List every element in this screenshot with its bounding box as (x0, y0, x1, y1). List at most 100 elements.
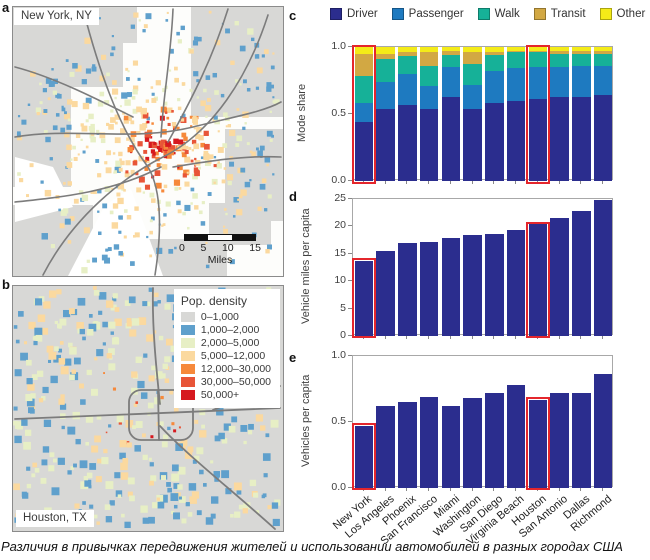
bar-segment-other (354, 47, 374, 54)
bar-san-antonio (550, 392, 569, 488)
x-tick-mark (558, 488, 560, 491)
bar-new-york (354, 260, 374, 336)
x-tick-mark (471, 336, 473, 339)
bar-phoenix (398, 243, 417, 336)
scalebar-unit: Miles (207, 254, 233, 266)
x-tick-mark (602, 181, 604, 184)
y-tick-label: 0.0 (331, 481, 346, 493)
bar-segment-driver (419, 108, 439, 181)
bar-san-antonio (550, 217, 569, 336)
bar-segment-driver (593, 95, 613, 181)
bar-segment-passenger (376, 81, 395, 109)
bar-segment-transit (485, 52, 504, 56)
x-tick-mark (406, 488, 408, 491)
x-tick-mark (428, 488, 430, 491)
pop-density-legend-row: 30,000–50,000 (180, 376, 271, 388)
bar-segment-driver (572, 96, 591, 181)
passenger-swatch (391, 8, 404, 20)
pop-density-swatch (180, 312, 195, 322)
bar-segment-transit (550, 51, 569, 54)
bar-segment-other (463, 47, 482, 53)
x-tick-mark (449, 181, 451, 184)
y-tick-mark (348, 225, 352, 227)
pop-density-label: 5,000–12,000 (200, 350, 266, 362)
highlight-outline-houston (526, 44, 550, 184)
bar-virginia-beach (506, 230, 526, 336)
figure-caption: Различия в привычках передвижения жителе… (1, 539, 623, 554)
mode-share-legend: Driver Passenger Walk Transit Other (330, 8, 645, 20)
legend-item-passenger: Passenger (391, 8, 464, 20)
pop-density-swatch (180, 364, 195, 374)
bar-segment-driver (398, 104, 417, 181)
bar-segment-driver (463, 108, 482, 181)
bar-richmond (593, 47, 613, 181)
pop-density-swatch (180, 338, 195, 348)
x-tick-mark (602, 336, 604, 339)
y-tick-mark (348, 307, 352, 309)
legend-item-transit: Transit (533, 8, 586, 20)
bar-segment-passenger (485, 71, 504, 104)
y-tick-mark (348, 335, 352, 336)
chart-c-ylabel: Mode share (296, 83, 308, 143)
bar-segment-other (376, 47, 395, 54)
legend-item-other: Other (599, 8, 645, 20)
y-tick-label: 0.0 (331, 174, 346, 186)
y-tick-mark (348, 421, 352, 422)
bar-houston (528, 47, 548, 181)
bar-segment-walk (485, 55, 504, 72)
y-tick-label: 0.5 (331, 107, 346, 119)
bar-segment-walk (354, 76, 374, 104)
scalebar-tick: 0 (179, 242, 185, 254)
y-tick-label: 1.0 (331, 40, 346, 52)
bar-segment-transit (376, 53, 395, 60)
bar-segment-passenger (550, 67, 569, 97)
scalebar-tick: 5 (200, 242, 207, 254)
scalebar-tick: 15 (249, 242, 261, 254)
pop-density-label: 0–1,000 (200, 311, 239, 323)
x-tick-mark (384, 181, 386, 184)
bar-segment-walk (419, 65, 439, 86)
y-tick-label: 15 (334, 246, 346, 259)
highlight-outline-new-york (352, 423, 376, 491)
y-tick-mark (348, 355, 352, 356)
y-tick-label: 0.5 (331, 415, 346, 427)
y-tick-label: 1.0 (331, 349, 346, 361)
x-tick-mark (580, 336, 582, 339)
bar-los-angeles (376, 406, 395, 488)
x-tick-mark (580, 181, 582, 184)
bar-miami (441, 47, 461, 181)
y-tick-mark (348, 252, 352, 254)
bar-segment-passenger (572, 65, 591, 97)
new-york-density-map (13, 7, 283, 276)
x-tick-mark (384, 336, 386, 339)
scalebar-segment (185, 235, 209, 240)
bar-segment-other (398, 47, 417, 53)
bar-richmond (593, 374, 613, 488)
bar-segment-passenger (506, 68, 526, 101)
x-tick-mark (449, 336, 451, 339)
scalebar-segment (231, 235, 255, 240)
bar-segment-transit (572, 51, 591, 54)
bar-new-york (354, 425, 374, 488)
bar-segment-other (419, 47, 439, 53)
highlight-outline-houston (526, 221, 550, 339)
bar-segment-walk (506, 52, 526, 69)
highlight-outline-new-york (352, 44, 376, 184)
bar-houston (528, 224, 548, 336)
bar-segment-walk (463, 64, 482, 85)
bar-los-angeles (376, 47, 395, 181)
bar-segment-passenger (463, 84, 482, 109)
bar-segment-transit (398, 52, 417, 57)
y-tick-mark (348, 113, 352, 114)
x-tick-mark (428, 181, 430, 184)
bar-segment-transit (593, 51, 613, 54)
map-scalebar: 0 5 10 15 Miles (179, 234, 265, 266)
bar-segment-walk (572, 53, 591, 66)
y-tick-mark (348, 280, 352, 282)
bar-segment-walk (593, 53, 613, 66)
pop-density-label: 12,000–30,000 (200, 363, 271, 375)
bar-segment-passenger (354, 103, 374, 123)
y-tick-mark (348, 46, 352, 47)
x-tick-mark (558, 181, 560, 184)
y-tick-label: 20 (334, 219, 346, 232)
